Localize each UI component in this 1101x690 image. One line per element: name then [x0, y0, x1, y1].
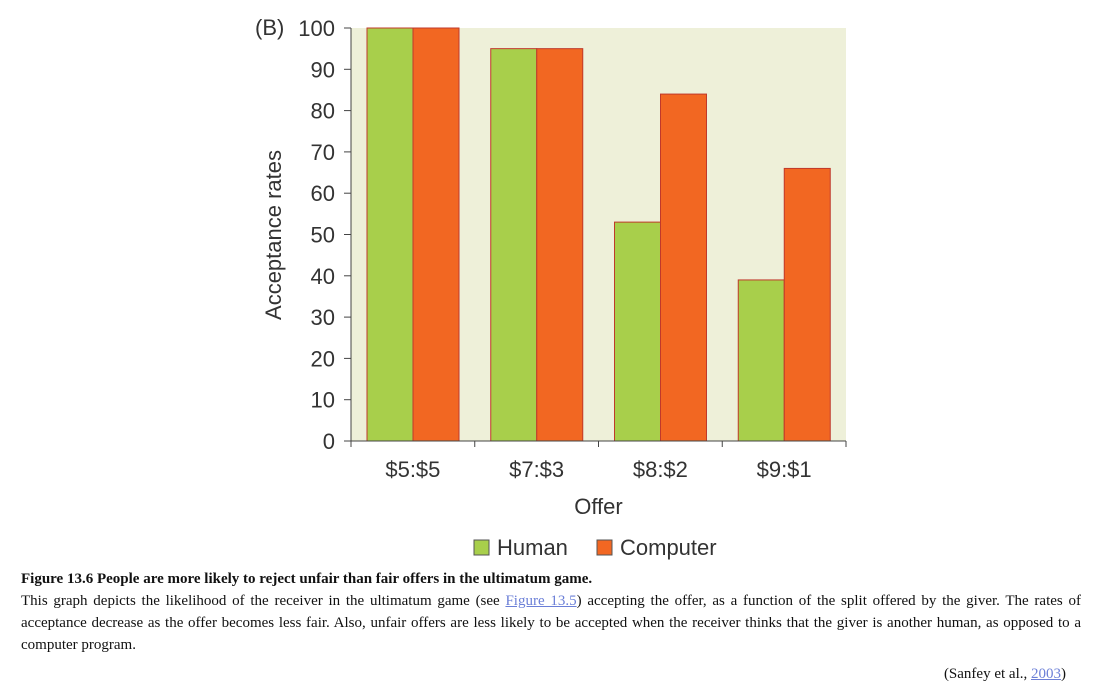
- caption-text-after-link: ) accepting the offer, as a function of …: [21, 593, 1081, 653]
- legend-swatch-computer: [596, 539, 613, 556]
- bar-human-3: [614, 221, 661, 442]
- y-tick-label: 80: [311, 99, 335, 124]
- y-tick-label: 30: [311, 305, 335, 330]
- bar-chart: $5:$5 $7:$3 $8:$2 $9:$1 0 10 20 30 40 50 60 70 80 90 1…: [255, 15, 847, 560]
- y-tick-label: 90: [311, 57, 335, 82]
- bar-computer-1: [412, 27, 460, 442]
- bar-human-2: [490, 48, 538, 442]
- legend: Human Computer: [473, 535, 717, 560]
- x-tick-label: $9:$1: [757, 457, 812, 482]
- y-tick-label: 100: [298, 16, 335, 41]
- caption-text-before-link: This graph depicts the likelihood of the…: [21, 593, 506, 609]
- y-tick-label: 50: [311, 223, 335, 248]
- bar-computer-4: [783, 167, 831, 442]
- y-tick-label: 20: [311, 346, 335, 371]
- y-tick-label: 10: [311, 388, 335, 413]
- bar-computer-3: [660, 93, 707, 442]
- y-tick-label: 0: [323, 429, 335, 454]
- x-axis-label: Offer: [574, 494, 623, 519]
- figure-source: (Sanfey et al., 2003): [944, 663, 1066, 685]
- legend-swatch-human: [473, 539, 490, 556]
- legend-label-computer: Computer: [620, 535, 717, 560]
- y-tick-label: 70: [311, 140, 335, 165]
- x-tick-label: $8:$2: [633, 457, 688, 482]
- figure-caption-body: This graph depicts the likelihood of the…: [21, 590, 1081, 656]
- panel-label: (B): [255, 15, 284, 40]
- x-tick-label: $7:$3: [509, 457, 564, 482]
- legend-label-human: Human: [497, 535, 568, 560]
- figure-caption-title: Figure 13.6 People are more likely to re…: [21, 571, 593, 587]
- source-prefix: (Sanfey et al.,: [943, 666, 1031, 682]
- bar-computer-2: [536, 48, 584, 442]
- y-tick-label: 40: [311, 264, 335, 289]
- source-suffix: ): [1061, 666, 1066, 682]
- y-axis-label: Acceptance rates: [261, 150, 286, 320]
- x-tick-label: $5:$5: [385, 457, 440, 482]
- figure-link[interactable]: Figure 13.5: [505, 593, 577, 609]
- source-year-link[interactable]: 2003: [1031, 666, 1061, 682]
- y-tick-label: 60: [311, 181, 335, 206]
- bar-human-4: [737, 279, 785, 442]
- bar-human-1: [366, 27, 414, 442]
